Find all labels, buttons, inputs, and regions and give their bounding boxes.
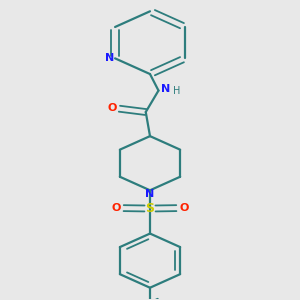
- Text: O: O: [111, 203, 121, 213]
- Text: N: N: [161, 84, 170, 94]
- Text: N: N: [146, 189, 154, 199]
- Text: S: S: [146, 202, 154, 215]
- Text: H: H: [173, 85, 180, 96]
- Text: O: O: [179, 203, 189, 213]
- Text: N: N: [105, 53, 114, 63]
- Text: O: O: [108, 103, 117, 113]
